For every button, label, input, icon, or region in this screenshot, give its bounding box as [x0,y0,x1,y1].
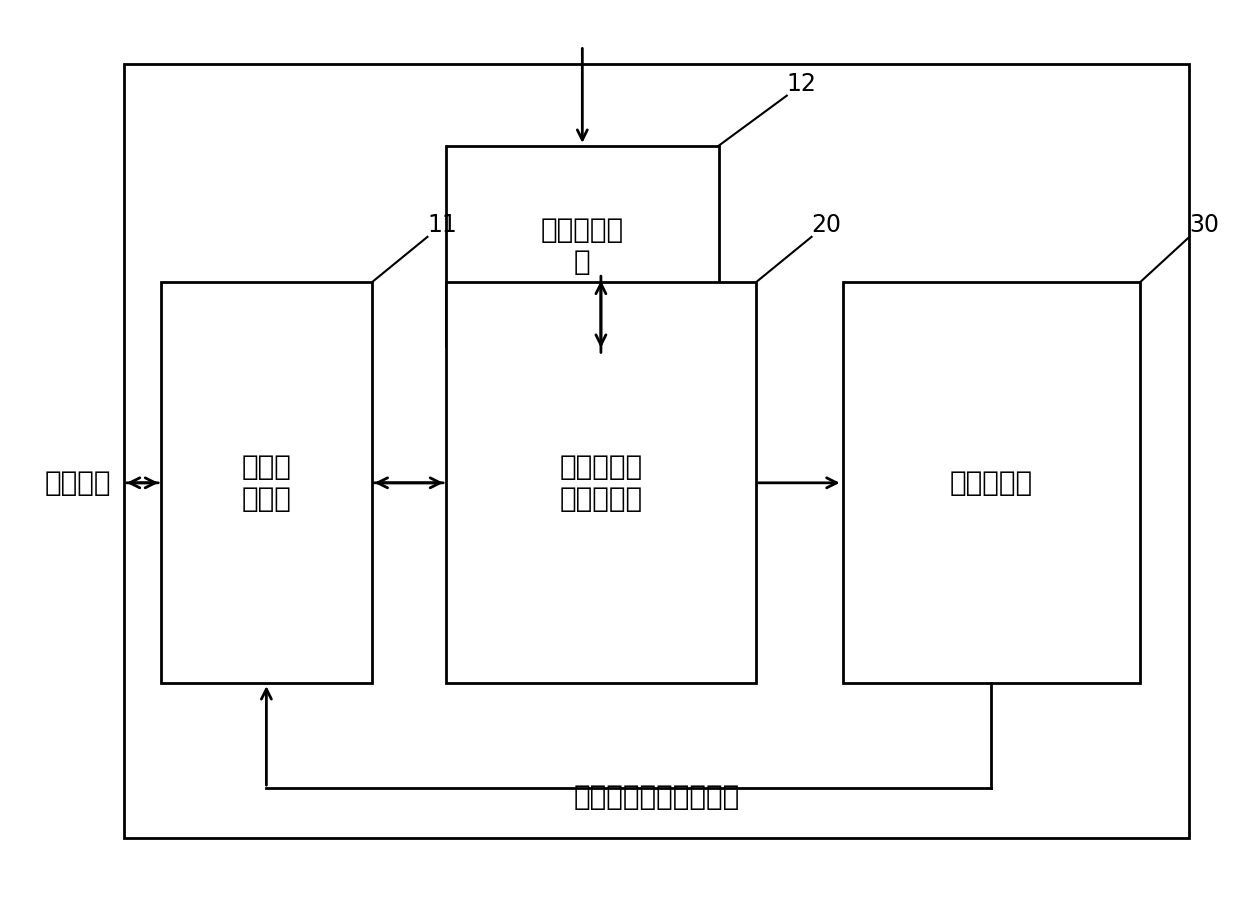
Text: 第一缓
存单元: 第一缓 存单元 [242,453,291,513]
Text: 非易失性存内计算芯片: 非易失性存内计算芯片 [574,783,740,811]
Text: 12: 12 [787,72,817,96]
Text: 输入输出: 输入输出 [45,469,112,496]
Text: 30: 30 [1189,213,1219,237]
Text: 20: 20 [812,213,841,237]
Bar [446,282,756,683]
Text: 非易失性存
内计算模块: 非易失性存 内计算模块 [559,453,643,513]
Text: 第二缓存单
元: 第二缓存单 元 [540,216,624,276]
Text: 后处理模块: 后处理模块 [949,469,1033,496]
Bar [843,282,1140,683]
Bar [446,146,719,346]
Bar [161,282,372,683]
Bar [124,64,1189,838]
Text: 11: 11 [427,213,457,237]
